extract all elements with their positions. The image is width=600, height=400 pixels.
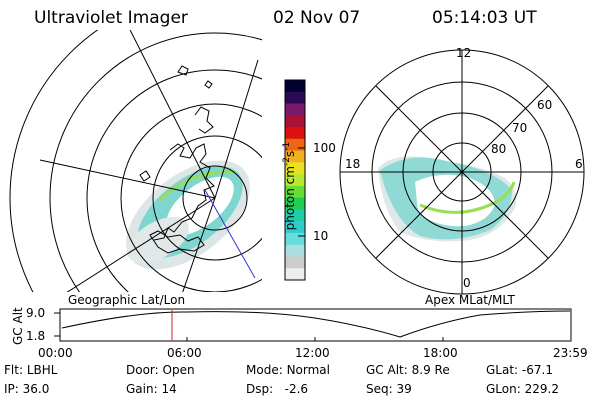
- sun-direction-line: [204, 189, 256, 279]
- info-gain-value: 14: [161, 382, 177, 396]
- polar-plot: [339, 49, 585, 295]
- colorbar-band: [285, 80, 305, 93]
- info-dsp-label: Dsp:: [246, 382, 274, 396]
- timeline-x-0600: 06:00: [167, 346, 202, 360]
- colorbar-band: [285, 268, 305, 281]
- timeline-y-bottom: 1.8: [26, 329, 46, 343]
- info-gcalt-value: 8.9 Re: [411, 363, 450, 377]
- info-seq-value: 39: [396, 382, 412, 396]
- colorbar-band: [285, 127, 305, 140]
- lat-label-60: 60: [537, 98, 553, 112]
- mlt-label-18: 18: [345, 157, 361, 171]
- mlt-label-0: 0: [463, 276, 471, 290]
- colorbar: [284, 79, 306, 281]
- info-flt-label: Flt:: [4, 363, 23, 377]
- mlt-label-12: 12: [456, 46, 472, 60]
- colorbar-band: [285, 221, 305, 234]
- colorbar-unit-label: photon cm-2s-1: [268, 142, 297, 238]
- info-ip-value: 36.0: [22, 382, 50, 396]
- colorbar-band: [285, 185, 305, 199]
- info-flt: Flt: LBHL: [4, 363, 57, 377]
- info-mode-label: Mode:: [246, 363, 283, 377]
- timeline-x-1800: 18:00: [423, 346, 458, 360]
- colorbar-band: [285, 91, 305, 105]
- colorbar-band: [285, 162, 305, 175]
- colorbar-unit-exp1: -2: [282, 157, 292, 167]
- info-glon-value: 229.2: [524, 382, 559, 396]
- info-door: Door: Open: [126, 363, 195, 377]
- apex-caption: Apex MLat/MLT: [425, 293, 515, 307]
- timeline-x-2359: 23:59: [553, 346, 588, 360]
- altitude-timeline: [54, 308, 572, 342]
- altitude-curve: [61, 310, 571, 338]
- geographic-map: [9, 30, 262, 292]
- colorbar-band: [285, 150, 305, 163]
- info-glon-label: GLon:: [486, 382, 521, 396]
- auroral-oval-mag: [378, 156, 517, 242]
- geographic-caption: Geographic Lat/Lon: [68, 293, 186, 307]
- mlt-label-6: 6: [575, 157, 583, 171]
- info-seq-label: Seq:: [366, 382, 393, 396]
- colorbar-band: [285, 174, 305, 187]
- info-mode-value: Normal: [286, 363, 330, 377]
- colorbar-band: [285, 209, 305, 222]
- info-gcalt: GC Alt: 8.9 Re: [366, 363, 450, 377]
- info-glon: GLon: 229.2: [486, 382, 559, 396]
- timeline-y-top: 9.0: [26, 306, 46, 320]
- info-door-value: Open: [162, 363, 195, 377]
- time-label: 05:14:03 UT: [432, 8, 537, 28]
- colorbar-band: [285, 115, 305, 128]
- colorbar-band: [285, 197, 305, 210]
- info-dsp: Dsp: -2.6: [246, 382, 308, 396]
- info-gain: Gain: 14: [126, 382, 177, 396]
- date-label: 02 Nov 07: [273, 8, 361, 28]
- colorbar-tick-10: 10: [313, 229, 329, 243]
- timeline-x-1200: 12:00: [295, 346, 330, 360]
- info-glat-value: -67.1: [521, 363, 553, 377]
- info-gcalt-label: GC Alt:: [366, 363, 408, 377]
- info-flt-value: LBHL: [26, 363, 58, 377]
- instrument-title: Ultraviolet Imager: [34, 8, 188, 28]
- colorbar-band: [285, 244, 305, 257]
- info-ip-label: IP:: [4, 382, 19, 396]
- info-door-label: Door:: [126, 363, 159, 377]
- info-mode: Mode: Normal: [246, 363, 330, 377]
- info-gain-label: Gain:: [126, 382, 158, 396]
- colorbar-unit-exp2: -1: [282, 141, 292, 151]
- timeline-x-0000: 00:00: [38, 346, 73, 360]
- colorbar-unit-s: s: [283, 150, 297, 158]
- colorbar-band: [285, 103, 305, 116]
- info-dsp-value: -2.6: [276, 382, 309, 396]
- timeline-ylabel: GC Alt: [11, 307, 25, 345]
- lat-lon-grid: [9, 30, 262, 292]
- colorbar-band: [285, 256, 305, 269]
- polar-grid: [339, 49, 585, 295]
- lat-label-70: 70: [512, 121, 528, 135]
- colorbar-tick-100: 100: [313, 141, 336, 155]
- coastline: [139, 65, 215, 254]
- info-ip: IP: 36.0: [4, 382, 49, 396]
- info-glat-label: GLat:: [486, 363, 519, 377]
- lat-label-80: 80: [491, 142, 507, 156]
- info-glat: GLat: -67.1: [486, 363, 553, 377]
- colorbar-unit-text: photon cm: [283, 166, 297, 231]
- info-seq: Seq: 39: [366, 382, 412, 396]
